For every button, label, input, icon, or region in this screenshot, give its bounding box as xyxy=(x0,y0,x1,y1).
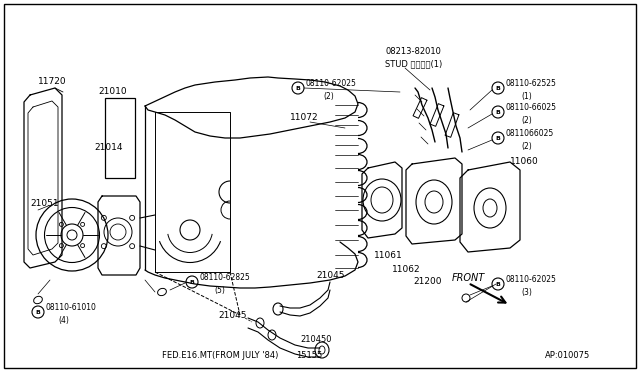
Text: 08110-62825: 08110-62825 xyxy=(200,273,251,282)
Text: 15155: 15155 xyxy=(296,352,323,360)
Text: B: B xyxy=(495,282,500,286)
Text: 08213-82010: 08213-82010 xyxy=(385,48,441,57)
Text: (2): (2) xyxy=(323,92,333,100)
Text: FRONT: FRONT xyxy=(452,273,485,283)
Text: FED.E16.MT(FROM JULY '84): FED.E16.MT(FROM JULY '84) xyxy=(162,352,278,360)
Text: AP:010075: AP:010075 xyxy=(545,352,590,360)
Text: 21045: 21045 xyxy=(218,311,246,321)
Text: (5): (5) xyxy=(214,286,225,295)
Circle shape xyxy=(32,306,44,318)
Text: B: B xyxy=(495,109,500,115)
Circle shape xyxy=(492,106,504,118)
Text: B: B xyxy=(189,279,195,285)
Text: (2): (2) xyxy=(521,142,532,151)
Text: 11062: 11062 xyxy=(392,266,420,275)
Text: 21014: 21014 xyxy=(94,144,122,153)
Ellipse shape xyxy=(67,230,77,240)
Text: (3): (3) xyxy=(521,289,532,298)
Text: 21010: 21010 xyxy=(98,87,127,96)
Circle shape xyxy=(186,276,198,288)
Text: B: B xyxy=(296,86,300,90)
Text: 21051: 21051 xyxy=(30,199,59,208)
Circle shape xyxy=(492,132,504,144)
Text: 08110-66025: 08110-66025 xyxy=(506,103,557,112)
Circle shape xyxy=(292,82,304,94)
Text: 0811066025: 0811066025 xyxy=(506,128,554,138)
Text: 11072: 11072 xyxy=(290,113,319,122)
Text: 11060: 11060 xyxy=(510,157,539,167)
Text: B: B xyxy=(36,310,40,314)
Text: (2): (2) xyxy=(521,116,532,125)
Text: B: B xyxy=(495,86,500,90)
Text: 210450: 210450 xyxy=(300,336,332,344)
Bar xyxy=(105,98,135,178)
Text: 08110-61010: 08110-61010 xyxy=(46,302,97,311)
Text: B: B xyxy=(495,135,500,141)
Text: (4): (4) xyxy=(58,317,69,326)
Text: 08110-62025: 08110-62025 xyxy=(306,78,357,87)
Text: (1): (1) xyxy=(521,93,532,102)
Text: 21200: 21200 xyxy=(413,278,442,286)
Text: 08110-62525: 08110-62525 xyxy=(506,78,557,87)
Circle shape xyxy=(492,82,504,94)
Text: 08110-62025: 08110-62025 xyxy=(506,275,557,283)
Text: 11061: 11061 xyxy=(374,251,403,260)
Text: 11720: 11720 xyxy=(38,77,67,87)
Circle shape xyxy=(492,278,504,290)
Text: STUD スタッド(1): STUD スタッド(1) xyxy=(385,60,442,68)
Text: 21045: 21045 xyxy=(316,272,344,280)
